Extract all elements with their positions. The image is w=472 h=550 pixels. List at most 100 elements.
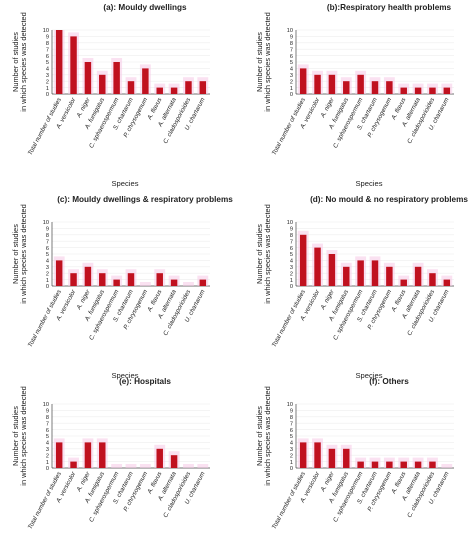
y-tick-label: 1 <box>290 460 293 466</box>
bar <box>343 448 350 468</box>
y-axis-label-line: in which species was detected <box>263 386 272 485</box>
y-tick-label: 3 <box>46 447 49 453</box>
bar <box>156 87 163 94</box>
y-tick-label: 9 <box>290 409 293 415</box>
y-tick-label: 0 <box>290 92 293 98</box>
x-axis-label: Species <box>111 179 138 188</box>
y-tick-label: 8 <box>46 233 49 239</box>
bar <box>199 279 207 286</box>
y-tick-label: 8 <box>290 233 293 239</box>
bar <box>170 455 178 468</box>
bar-shadow <box>111 464 123 468</box>
bar <box>170 87 178 94</box>
bar <box>443 279 451 286</box>
y-tick-label: 0 <box>290 466 293 472</box>
y-tick-label: 3 <box>46 73 49 79</box>
x-axis-label: Species <box>111 371 138 380</box>
y-tick-label: 3 <box>290 265 293 271</box>
chart-panel: (d): No mould & no respiratory problems N… <box>255 195 468 380</box>
y-tick-label: 4 <box>290 67 293 73</box>
bar <box>429 87 436 94</box>
y-axis-label-line: in which species was detected <box>263 12 272 111</box>
bar-shadow <box>197 464 209 468</box>
y-tick-label: 2 <box>46 453 49 459</box>
y-tick-label: 0 <box>46 284 49 290</box>
bar <box>170 279 178 286</box>
y-tick-label: 7 <box>46 239 49 245</box>
chart-panel: (b):Respiratory health problems Number of… <box>255 3 454 188</box>
y-axis-label-line: in which species was detected <box>19 12 28 111</box>
bar-shadow <box>139 464 151 468</box>
y-tick-label: 7 <box>290 47 293 53</box>
bar <box>70 36 77 94</box>
bar <box>414 461 422 468</box>
bar <box>314 74 321 94</box>
y-tick-label: 1 <box>290 86 293 92</box>
bar <box>55 442 63 468</box>
y-tick-label: 3 <box>46 265 49 271</box>
y-tick-label: 10 <box>43 402 49 408</box>
y-tick-label: 5 <box>46 252 49 258</box>
bar <box>414 87 422 94</box>
bar <box>314 442 321 468</box>
y-tick-label: 7 <box>46 421 49 427</box>
y-axis-label: Number of studiesin which species was de… <box>255 12 272 111</box>
panel-title: (f): Others <box>369 377 409 386</box>
y-tick-label: 5 <box>46 434 49 440</box>
y-tick-label: 9 <box>46 227 49 233</box>
y-axis-label-line: Number of studies <box>255 224 264 284</box>
y-tick-label: 3 <box>290 447 293 453</box>
bar <box>299 442 307 468</box>
y-tick-label: 7 <box>290 239 293 245</box>
y-tick-label: 5 <box>290 252 293 258</box>
bar <box>70 273 77 286</box>
bar <box>299 68 307 94</box>
y-axis-label-line: in which species was detected <box>263 204 272 303</box>
y-tick-label: 7 <box>290 421 293 427</box>
bar <box>400 461 407 468</box>
bar-shadow <box>183 464 194 468</box>
y-tick-label: 4 <box>46 67 49 73</box>
x-axis-label: Species <box>355 371 382 380</box>
y-tick-label: 0 <box>290 284 293 290</box>
bar <box>55 30 63 94</box>
bar <box>185 81 192 94</box>
y-tick-label: 4 <box>46 259 49 265</box>
y-tick-label: 8 <box>46 415 49 421</box>
bar <box>357 260 364 286</box>
y-axis-label-line: Number of studies <box>11 32 20 92</box>
y-tick-label: 1 <box>46 278 49 284</box>
y-tick-label: 2 <box>46 79 49 85</box>
y-tick-label: 5 <box>290 434 293 440</box>
bar <box>55 260 63 286</box>
y-tick-label: 9 <box>46 35 49 41</box>
bar-shadow <box>441 464 453 468</box>
bar <box>99 442 106 468</box>
y-tick-label: 6 <box>46 428 49 434</box>
y-tick-label: 6 <box>290 246 293 252</box>
y-tick-label: 5 <box>46 60 49 66</box>
y-tick-label: 4 <box>46 441 49 447</box>
y-axis-label-line: in which species was detected <box>19 204 28 303</box>
bar <box>371 81 379 94</box>
y-axis-label: Number of studiesin which species was de… <box>255 386 272 485</box>
y-axis-label: Number of studiesin which species was de… <box>11 12 28 111</box>
bar <box>443 87 451 94</box>
y-axis-label-line: Number of studies <box>255 32 264 92</box>
y-tick-label: 4 <box>290 259 293 265</box>
bar <box>70 461 77 468</box>
y-tick-label: 2 <box>290 271 293 277</box>
bar <box>386 81 393 94</box>
y-tick-label: 1 <box>46 460 49 466</box>
y-axis-label-line: Number of studies <box>255 406 264 466</box>
y-tick-label: 2 <box>290 453 293 459</box>
bar <box>429 273 436 286</box>
x-axis-label: Species <box>355 179 382 188</box>
y-axis-label-line: Number of studies <box>11 224 20 284</box>
y-tick-label: 9 <box>290 35 293 41</box>
chart-panel: (f): Others Number of studiesin which spe… <box>255 377 454 531</box>
bar <box>199 81 207 94</box>
bar <box>328 448 336 468</box>
bar-shadow <box>139 282 151 286</box>
